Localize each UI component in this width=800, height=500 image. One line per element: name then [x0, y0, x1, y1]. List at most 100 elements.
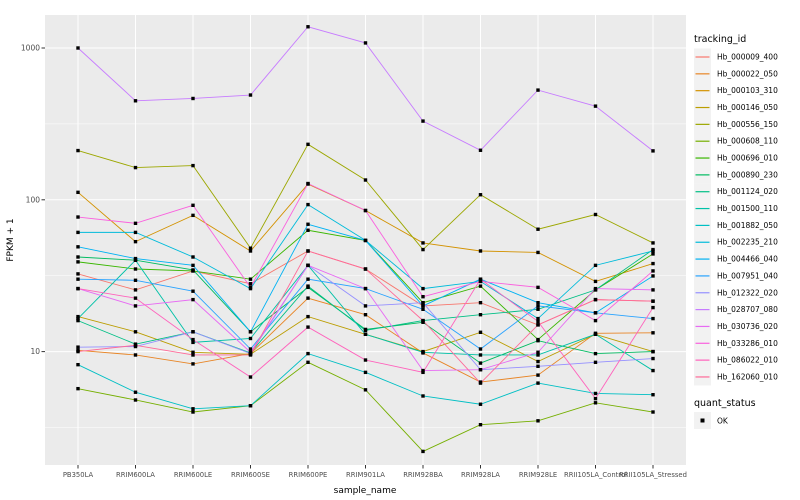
legend-item: Hb_000022_050: [694, 65, 778, 83]
data-point: [593, 351, 598, 356]
data-point: [651, 274, 655, 278]
data-point: [536, 319, 540, 324]
data-point: [76, 314, 80, 319]
data-point: [421, 368, 425, 373]
gridlines: [45, 15, 686, 465]
data-point: [651, 288, 655, 292]
data-point: [651, 249, 655, 253]
legend-label: Hb_007951_040: [717, 271, 778, 280]
data-point: [363, 388, 368, 392]
data-point: [536, 373, 540, 377]
data-point: [76, 277, 80, 281]
legend-item: Hb_004466_040: [694, 250, 778, 268]
legend-label: Hb_000608_110: [717, 137, 778, 146]
quant-ok-point-icon: [700, 418, 705, 423]
legend-item: Hb_162060_010: [694, 368, 778, 386]
data-point: [306, 351, 310, 356]
data-point: [478, 353, 483, 357]
data-point: [76, 46, 80, 50]
data-point: [421, 394, 425, 398]
data-point: [363, 328, 368, 333]
data-point: [536, 300, 540, 305]
data-point: [133, 304, 138, 308]
data-point: [421, 247, 425, 252]
legend-title-tracking-id: tracking_id: [694, 34, 746, 45]
data-point: [191, 203, 195, 207]
data-point: [133, 221, 138, 226]
data-point: [248, 404, 253, 408]
data-point: [76, 190, 80, 195]
x-tick-label: RRIM600PE: [289, 471, 328, 479]
data-point: [651, 331, 655, 335]
data-point: [306, 325, 310, 329]
data-point: [478, 148, 483, 152]
legend-label-ok: OK: [717, 417, 729, 426]
data-point: [133, 288, 138, 292]
data-point: [133, 330, 138, 334]
legend-quant-status: OK: [694, 412, 729, 429]
legend-label: Hb_000009_400: [717, 53, 778, 62]
axis-ticks: [41, 47, 654, 469]
data-point: [536, 353, 540, 357]
data-point: [76, 272, 80, 276]
y-tick-labels: 1000 100 10: [21, 44, 40, 357]
data-point: [248, 353, 253, 357]
legend-item: Hb_030736_020: [694, 317, 778, 335]
legend-item: Hb_007951_040: [694, 267, 778, 285]
data-point: [478, 193, 483, 197]
data-point: [363, 370, 368, 375]
data-point: [651, 305, 655, 310]
data-point: [651, 261, 655, 266]
data-point: [421, 307, 425, 311]
data-point: [651, 356, 655, 361]
data-point: [133, 390, 138, 394]
data-point: [248, 277, 253, 281]
x-tick-label: RRIM928LE: [519, 471, 557, 479]
legend-item: Hb_086022_010: [694, 351, 778, 369]
data-point: [536, 307, 540, 311]
data-point: [363, 358, 368, 362]
data-point: [133, 230, 138, 235]
data-point: [421, 300, 425, 305]
data-point: [421, 241, 425, 245]
data-point: [248, 246, 253, 250]
data-point: [421, 370, 425, 375]
data-point: [536, 350, 540, 354]
data-point: [478, 277, 483, 281]
data-point: [536, 359, 540, 364]
data-point: [593, 311, 598, 315]
data-point: [191, 362, 195, 366]
data-point: [133, 343, 138, 348]
data-point: [248, 336, 253, 341]
legend-item: Hb_000696_010: [694, 149, 778, 167]
data-point: [478, 381, 483, 385]
data-point: [191, 255, 195, 259]
x-tick-label: RRII105LA_Stressed: [619, 471, 687, 479]
data-point: [478, 279, 483, 284]
data-points: [76, 25, 655, 454]
data-point: [593, 360, 598, 365]
data-point: [536, 227, 540, 231]
legend-item: Hb_001500_110: [694, 200, 778, 218]
data-point: [536, 316, 540, 321]
data-point: [593, 279, 598, 284]
data-point: [191, 96, 195, 101]
legend-item: Hb_001882_050: [694, 216, 778, 234]
legend-item: Hb_000009_400: [694, 48, 778, 66]
legend-label: Hb_001882_050: [717, 221, 778, 230]
data-point: [363, 304, 368, 308]
legend-label: Hb_002235_210: [717, 238, 778, 247]
legend-label: Hb_000146_050: [717, 103, 778, 112]
data-point: [191, 337, 195, 342]
data-point: [363, 286, 368, 291]
data-point: [593, 391, 598, 396]
data-point: [248, 93, 253, 97]
data-point: [536, 304, 540, 308]
data-point: [76, 148, 80, 153]
data-point: [536, 364, 540, 369]
data-point: [306, 277, 310, 281]
data-point: [593, 286, 598, 291]
data-point: [421, 294, 425, 299]
